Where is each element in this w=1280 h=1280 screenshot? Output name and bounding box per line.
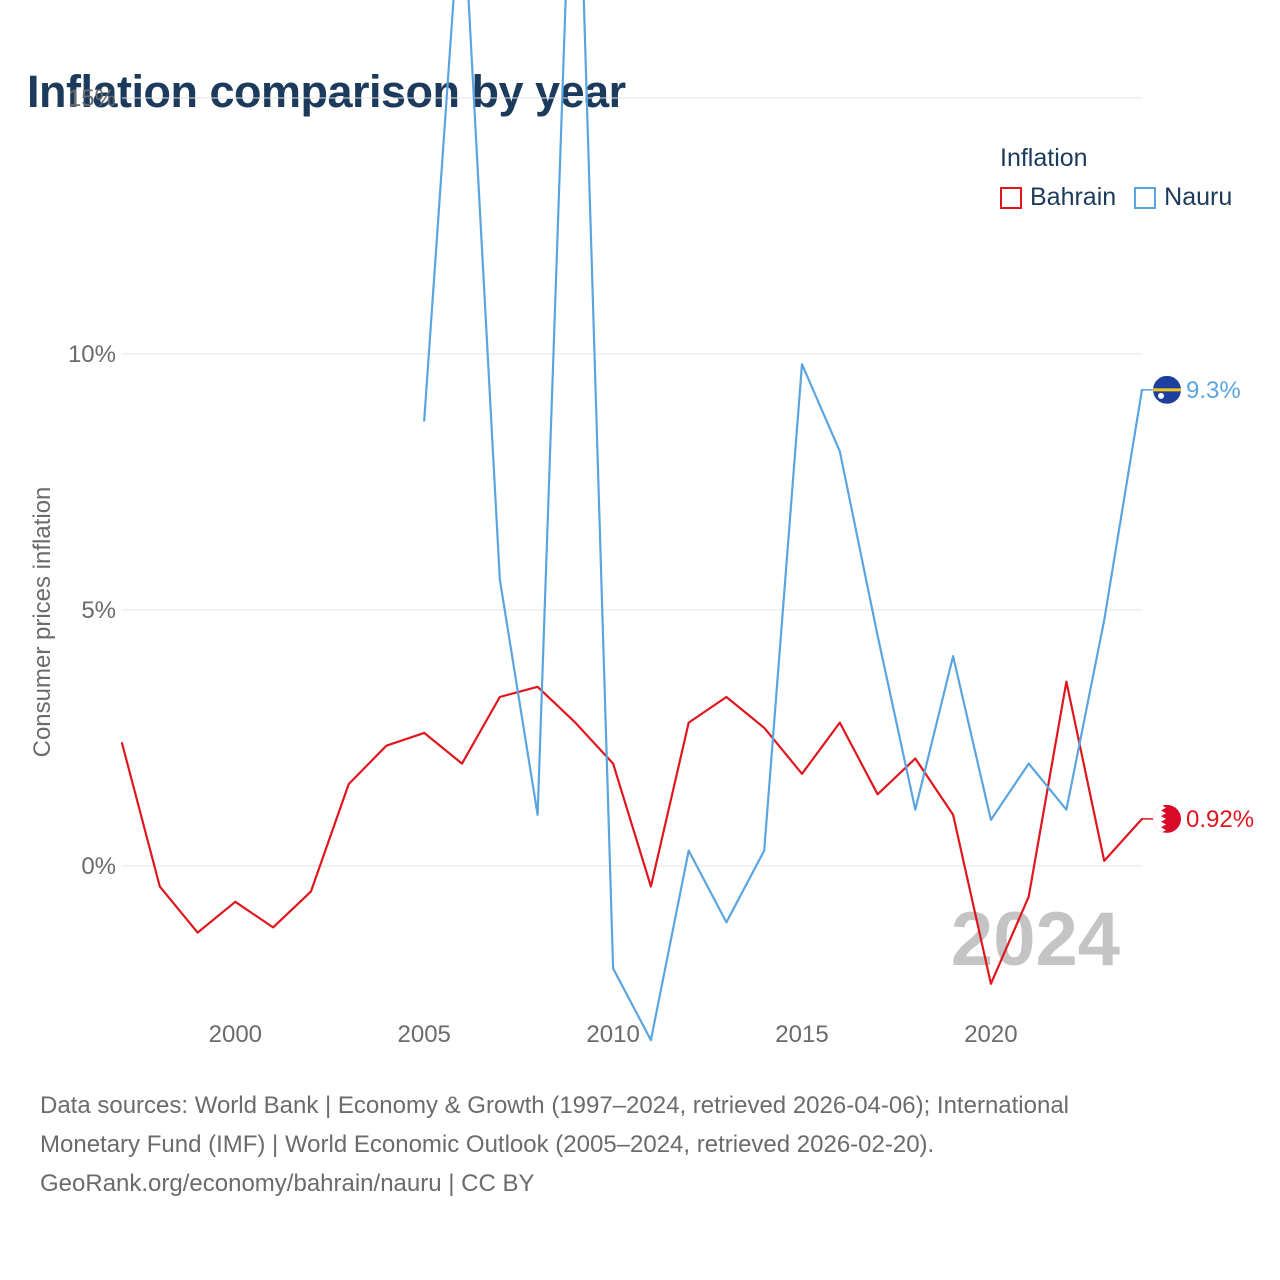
flag-icon-bahrain [1153, 804, 1181, 833]
legend-title: Inflation [1000, 144, 1088, 172]
series-line-nauru[interactable] [423, 0, 1144, 1042]
source-line-3[interactable]: GeoRank.org/economy/bahrain/nauru | CC B… [40, 1170, 535, 1197]
end-label-bahrain: 0.92% [1186, 806, 1254, 833]
legend-label-bahrain: Bahrain [1030, 183, 1117, 211]
legend-swatch-bahrain [1000, 186, 1022, 209]
series-line-bahrain[interactable] [120, 680, 1144, 985]
legend-swatch-nauru [1134, 186, 1157, 209]
legend: Inflation Bahrain Nauru [1000, 144, 1232, 212]
x-tick-label: 2015 [775, 1021, 828, 1048]
flag-icon-nauru [1153, 375, 1181, 404]
end-label-nauru: 9.3% [1186, 377, 1241, 404]
year-badge: 2024 [951, 897, 1120, 982]
y-axis-label: Consumer prices inflation [29, 487, 56, 758]
y-tick-label: 15% [68, 85, 116, 112]
x-tick-label: 2020 [964, 1021, 1017, 1048]
x-tick-label: 2005 [398, 1021, 451, 1048]
source-line-1: Data sources: World Bank | Economy & Gro… [40, 1092, 1070, 1119]
y-tick-label: 10% [68, 341, 116, 368]
chart-title: Inflation comparison by year [27, 66, 626, 117]
legend-label-nauru: Nauru [1164, 183, 1233, 211]
legend-item-bahrain[interactable]: Bahrain [1000, 183, 1116, 212]
source-line-2: Monetary Fund (IMF) | World Economic Out… [40, 1131, 935, 1158]
y-tick-label: 0% [81, 853, 116, 880]
legend-item-nauru[interactable]: Nauru [1134, 183, 1232, 212]
x-tick-label: 2010 [586, 1021, 639, 1048]
x-tick-label: 2000 [209, 1021, 262, 1048]
source-note: Data sources: World Bank | Economy & Gro… [40, 1086, 1240, 1203]
y-tick-label: 5% [81, 597, 116, 624]
